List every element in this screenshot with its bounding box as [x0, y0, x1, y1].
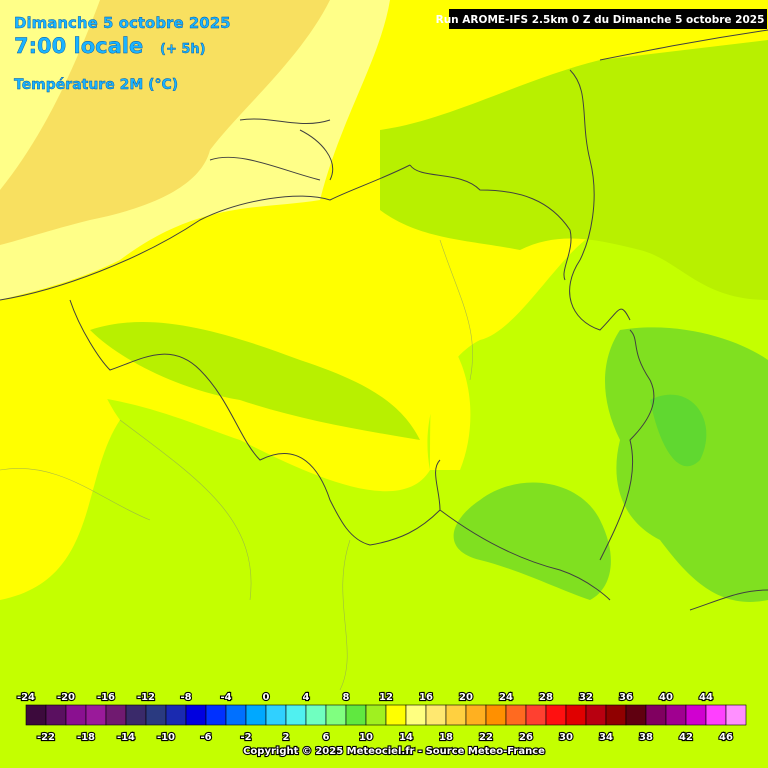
legend-label: 2 [283, 732, 290, 743]
legend-swatch [125, 704, 147, 726]
legend-swatch [365, 704, 387, 726]
legend-label: 32 [579, 692, 593, 703]
legend-swatch [345, 704, 367, 726]
legend-swatch [325, 704, 347, 726]
legend-label: 34 [599, 732, 613, 743]
legend-label: -10 [157, 732, 175, 743]
legend-label: -20 [57, 692, 75, 703]
legend-label: 12 [379, 692, 393, 703]
legend-swatch [45, 704, 67, 726]
run-banner [449, 9, 767, 29]
legend-swatch [685, 704, 707, 726]
legend-swatch [165, 704, 187, 726]
legend-swatch [265, 704, 287, 726]
legend-swatch [505, 704, 527, 726]
legend-label: -22 [37, 732, 55, 743]
legend-label: -12 [137, 692, 155, 703]
legend-label: 30 [559, 732, 573, 743]
legend-label: -2 [240, 732, 251, 743]
legend-swatch [605, 704, 627, 726]
offset-label: (+ 5h) [160, 42, 206, 57]
legend-label: 18 [439, 732, 453, 743]
legend-swatch [185, 704, 207, 726]
legend-label: 38 [639, 732, 653, 743]
legend-label: 42 [679, 732, 693, 743]
legend-label: 22 [479, 732, 493, 743]
legend-swatch [725, 704, 747, 726]
legend-swatch [405, 704, 427, 726]
legend-label: 20 [459, 692, 473, 703]
legend-label: 28 [539, 692, 553, 703]
legend-label: 14 [399, 732, 413, 743]
run-info: Run AROME-IFS 2.5km 0 Z du Dimanche 5 oc… [436, 14, 765, 26]
legend-label: 16 [419, 692, 433, 703]
legend-label: 8 [343, 692, 350, 703]
legend-swatch [625, 704, 647, 726]
variable-label: Température 2M (°C) [14, 77, 178, 93]
legend-swatch [485, 704, 507, 726]
date-title: Dimanche 5 octobre 2025 [14, 14, 231, 32]
legend-label: 36 [619, 692, 633, 703]
legend-swatch [225, 704, 247, 726]
legend-swatch [565, 704, 587, 726]
legend-label: 40 [659, 692, 673, 703]
legend-swatch [665, 704, 687, 726]
legend-label: 24 [499, 692, 513, 703]
legend-swatch [465, 704, 487, 726]
legend-swatch [425, 704, 447, 726]
legend-label: 46 [719, 732, 733, 743]
legend-label: -6 [200, 732, 211, 743]
legend-swatch [525, 704, 547, 726]
legend-label: 10 [359, 732, 373, 743]
legend-label: 0 [263, 692, 270, 703]
legend-label: -8 [180, 692, 191, 703]
legend-swatch [25, 704, 47, 726]
legend-label: 4 [303, 692, 310, 703]
legend-label: -4 [220, 692, 231, 703]
copyright: Copyright © 2025 Meteociel.fr - Source M… [243, 746, 545, 757]
legend: -24-22-20-18-16-14-12-10-8-6-4-202468101… [0, 690, 768, 768]
legend-swatch [385, 704, 407, 726]
temperature-map [0, 0, 768, 691]
legend-label: -16 [97, 692, 115, 703]
legend-swatch [645, 704, 667, 726]
legend-label: -14 [117, 732, 135, 743]
legend-swatch [305, 704, 327, 726]
header: Dimanche 5 octobre 2025 7:00 locale (+ 5… [14, 9, 767, 93]
legend-swatch [145, 704, 167, 726]
legend-swatch [105, 704, 127, 726]
time-title: 7:00 locale [14, 34, 143, 58]
legend-swatch [285, 704, 307, 726]
legend-swatch [245, 704, 267, 726]
legend-swatch [705, 704, 727, 726]
legend-swatch [585, 704, 607, 726]
legend-label: 6 [323, 732, 330, 743]
legend-swatch [65, 704, 87, 726]
legend-label: 44 [699, 692, 713, 703]
legend-swatch [545, 704, 567, 726]
legend-label: -18 [77, 732, 95, 743]
legend-label: -24 [17, 692, 35, 703]
legend-swatch [205, 704, 227, 726]
legend-swatch [445, 704, 467, 726]
legend-label: 26 [519, 732, 533, 743]
legend-swatch [85, 704, 107, 726]
